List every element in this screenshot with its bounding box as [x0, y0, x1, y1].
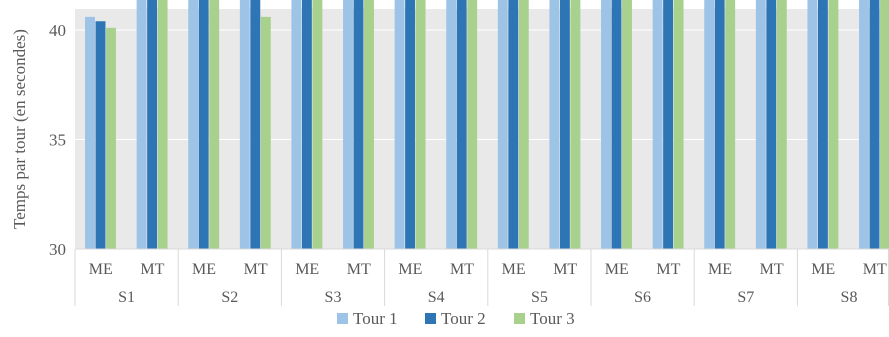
bar [828, 0, 839, 249]
legend-swatch [425, 313, 436, 324]
bar [147, 0, 158, 249]
bar [807, 0, 818, 249]
bar [157, 0, 168, 250]
bar [817, 0, 828, 250]
x-tick-label: MT [760, 261, 784, 278]
bar [714, 0, 725, 249]
bar [85, 16, 95, 249]
bar [467, 0, 478, 250]
bar [776, 0, 787, 249]
bars [85, 0, 889, 250]
y-tick-label: 30 [49, 240, 66, 259]
x-tick-label: ME [708, 261, 732, 278]
bar [343, 0, 353, 249]
group-label: S1 [118, 289, 135, 306]
x-tick-label: MT [553, 261, 577, 278]
group-label: S4 [428, 289, 445, 306]
bar [353, 0, 364, 249]
bar [673, 0, 684, 250]
group-label: S6 [634, 289, 651, 306]
group-label: S7 [737, 289, 754, 306]
x-tick-label: ME [89, 261, 113, 278]
bar [570, 0, 581, 249]
legend: Tour 1 Tour 2 Tour 3 [337, 309, 575, 328]
bar [415, 0, 426, 249]
y-tick-label: 40 [49, 21, 66, 40]
x-tick-label: ME [605, 261, 629, 278]
bar [188, 0, 199, 249]
x-tick-label: MT [863, 261, 887, 278]
bar [209, 0, 220, 249]
bar [622, 0, 632, 249]
legend-label: Tour 2 [441, 309, 486, 328]
bar [446, 0, 457, 250]
bar [394, 0, 405, 250]
bar [518, 0, 529, 249]
bar [704, 0, 715, 250]
legend-label: Tour 1 [353, 309, 398, 328]
bar [549, 0, 560, 250]
y-tick-label: 35 [49, 131, 66, 150]
bar [859, 0, 869, 249]
bar [301, 0, 312, 249]
bar [725, 0, 736, 249]
bar [880, 0, 889, 249]
bar [260, 16, 271, 249]
bar [364, 0, 374, 249]
group-label: S3 [325, 289, 342, 306]
bar [291, 0, 302, 250]
bar [652, 0, 663, 250]
x-axis: ME MT S1 ME MT S2 ME MT S3 ME MT S4 ME MT S5 ME MT S6 ME MT… [74, 248, 889, 306]
legend-label: Tour 3 [530, 309, 575, 328]
bar [239, 0, 250, 250]
x-tick-label: ME [295, 261, 319, 278]
x-tick-label: ME [502, 261, 526, 278]
x-tick-label: MT [244, 261, 268, 278]
bar [106, 27, 116, 250]
bar [508, 0, 519, 249]
bar [663, 0, 674, 250]
bar [312, 0, 323, 249]
bar [766, 0, 777, 249]
bar [601, 0, 611, 250]
bar [611, 0, 622, 250]
bar [198, 0, 209, 250]
bar [869, 0, 880, 249]
bar [95, 21, 106, 249]
group-label: S2 [221, 289, 238, 306]
bar [559, 0, 570, 249]
x-tick-label: MT [450, 261, 474, 278]
bar [456, 0, 467, 250]
bar [405, 0, 416, 249]
x-tick-label: ME [192, 261, 216, 278]
group-label: S5 [531, 289, 548, 306]
x-tick-label: ME [811, 261, 835, 278]
group-label: S8 [841, 289, 858, 306]
bar [250, 0, 261, 250]
x-tick-label: MT [140, 261, 164, 278]
legend-swatch [514, 313, 525, 324]
y-axis: 3035404550 [49, 21, 66, 259]
x-tick-label: MT [347, 261, 371, 278]
x-tick-label: MT [656, 261, 680, 278]
legend-swatch [337, 313, 348, 324]
y-axis-title: Temps par tour (en secondes) [10, 29, 29, 229]
x-tick-label: ME [398, 261, 422, 278]
bar [755, 0, 766, 249]
bar [136, 0, 147, 250]
bar [497, 0, 508, 250]
